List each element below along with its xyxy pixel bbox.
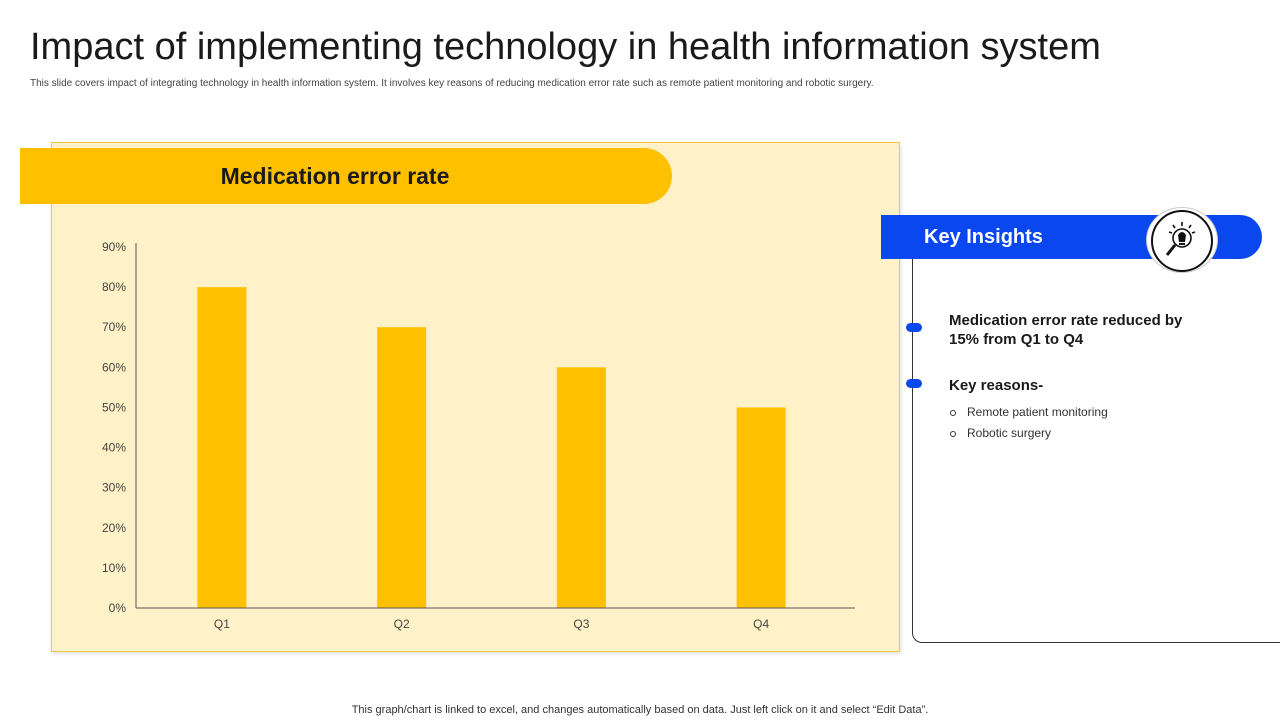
- x-tick-label: Q1: [214, 617, 230, 631]
- key-reasons-list: Remote patient monitoring Robotic surger…: [949, 402, 1108, 444]
- list-item: Robotic surgery: [949, 423, 1108, 444]
- insights-icon-badge: [1146, 207, 1218, 273]
- slide-subtitle: This slide covers impact of integrating …: [30, 78, 874, 89]
- bar-chart[interactable]: 0% 10% 20% 30% 40% 50% 60% 70% 80% 90% Q1 Q2 Q3 Q4: [51, 142, 900, 652]
- x-tick-label: Q2: [394, 617, 410, 631]
- slide-title: Impact of implementing technology in hea…: [30, 26, 1101, 68]
- x-axis: Q1 Q2 Q3 Q4: [136, 607, 855, 631]
- key-insights-title: Key Insights: [924, 226, 1043, 248]
- y-tick-label: 70%: [102, 320, 126, 334]
- y-tick-label: 90%: [102, 240, 126, 254]
- insight-bullet-1: [906, 323, 922, 332]
- y-tick-label: 60%: [102, 360, 126, 374]
- y-tick-label: 0%: [109, 601, 127, 615]
- x-tick-label: Q4: [753, 617, 769, 631]
- circle-bullet-icon: [950, 430, 956, 437]
- insights-frame: [912, 259, 1280, 643]
- y-tick-label: 20%: [102, 521, 126, 535]
- insight-point-1: Medication error rate reduced by 15% fro…: [949, 312, 1183, 348]
- y-tick-label: 50%: [102, 400, 126, 414]
- y-axis: 0% 10% 20% 30% 40% 50% 60% 70% 80% 90%: [102, 240, 137, 615]
- y-tick-label: 10%: [102, 561, 126, 575]
- circle-bullet-icon: [950, 409, 956, 416]
- bar-q2[interactable]: [377, 327, 427, 608]
- lightbulb-magnifier-icon: [1151, 210, 1213, 272]
- insight-point-2: Key reasons-: [949, 377, 1044, 394]
- list-item: Remote patient monitoring: [949, 402, 1108, 423]
- y-tick-label: 30%: [102, 481, 126, 495]
- bars: [197, 287, 786, 608]
- y-tick-label: 80%: [102, 280, 126, 294]
- footer-note: This graph/chart is linked to excel, and…: [351, 704, 929, 716]
- insight-bullet-2: [906, 379, 922, 388]
- bar-q3[interactable]: [556, 367, 606, 608]
- bar-q1[interactable]: [197, 287, 247, 608]
- chart-title: Medication error rate: [220, 163, 450, 189]
- bar-q4[interactable]: [736, 407, 786, 608]
- y-tick-label: 40%: [102, 441, 126, 455]
- chart-title-banner: Medication error rate: [20, 148, 672, 204]
- x-tick-label: Q3: [573, 617, 589, 631]
